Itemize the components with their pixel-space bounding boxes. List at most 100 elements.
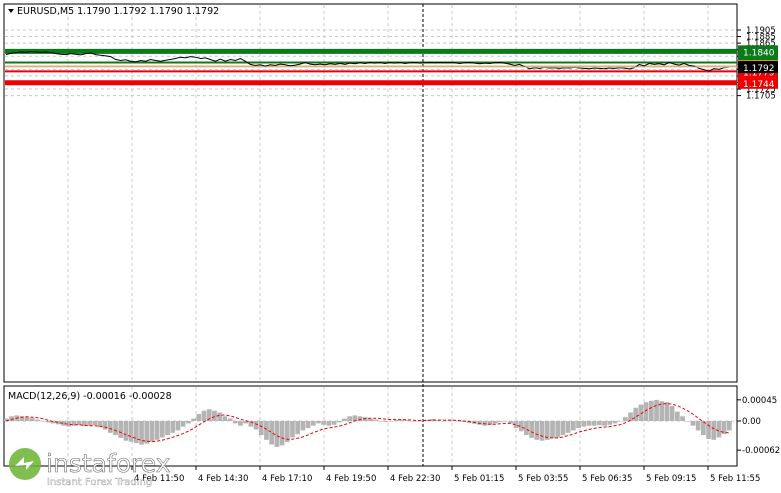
price-series [5,51,737,72]
time-tick-label: 5 Feb 06:35 [582,474,632,484]
current-price-text: 1.1792 [743,64,775,74]
macd-bar [383,421,389,422]
macd-tick-label: -0.00062 [742,446,780,456]
macd-bar [591,421,597,426]
macd-bar [675,411,680,421]
macd-bar [498,421,503,422]
macd-bar [565,421,571,433]
macd-bar [435,420,441,421]
macd-bar [180,421,186,427]
macd-bar [71,421,77,426]
level-label-text: 1.1744 [743,80,775,90]
macd-bar [113,421,118,436]
macd-bar [4,418,9,421]
watermark-brand: instaforex [46,449,171,478]
macd-bar [300,421,306,431]
macd-bar [503,421,508,422]
time-tick-label: 5 Feb 03:55 [518,474,568,484]
macd-bar [284,421,290,443]
macd-bar [690,421,696,426]
time-tick-label: 4 Feb 22:30 [390,474,440,484]
symbol-header-text: EURUSD,M5 1.1790 1.1792 1.1790 1.1792 [17,6,219,17]
macd-bar [368,418,373,421]
macd-bar [581,421,587,427]
macd-bar [92,421,98,426]
time-tick-label: 5 Feb 09:15 [646,474,696,484]
macd-bar [217,412,222,421]
price-tick-label: 1.1885 [746,33,776,43]
macd-bar [222,416,228,421]
macd-bar [414,421,420,422]
macd-bar [680,416,685,421]
macd-bar [373,419,378,421]
time-tick-label: 4 Feb 17:10 [262,474,312,484]
macd-bar [399,419,404,421]
macd-bar [206,409,212,422]
macd-bar [191,418,196,421]
macd-bar [706,421,711,439]
macd-bar [654,399,659,421]
macd-bar [82,421,87,427]
macd-bar [539,421,545,441]
macd-bar [649,400,654,421]
macd-bar [331,421,337,425]
macd-bar [420,420,425,421]
macd-bar [154,421,160,440]
macd-bar [727,421,732,431]
macd-bar [227,418,233,421]
macd-bar [97,421,103,428]
macd-bar [430,419,436,421]
macd-bar [295,421,300,435]
macd-bar [201,410,207,421]
main-price-panel[interactable] [3,3,738,383]
macd-bar [446,420,451,421]
macd-bar [685,421,691,422]
time-axis: 4 Feb 11:50 4 Feb 14:30 4 Feb 17:10 4 Feb 1… [131,466,760,484]
macd-bar [643,402,649,421]
macd-bar [492,421,498,424]
macd-bar [170,421,176,433]
macd-bar [664,402,670,421]
time-tick-label: 5 Feb 11:55 [710,474,760,484]
chevron-down-icon[interactable] [8,9,14,13]
symbol-header[interactable]: EURUSD,M5 1.1790 1.1792 1.1790 1.1792 [8,6,219,17]
price-tick-label: 1.1725 [746,85,776,95]
macd-bar [30,418,35,421]
macd-bar [102,421,108,430]
macd-bar [264,421,269,440]
macd-bar [388,421,394,422]
macd-bar [357,416,363,421]
macd-bar [165,421,170,436]
macd-bar [362,417,368,421]
level-label-text: 1.1840 [743,48,775,58]
macd-bar [128,421,134,442]
macd-bar [394,420,399,421]
level-label-box [738,45,778,58]
macd-bar [258,421,264,436]
macd-bar [576,421,581,429]
macd-bar [612,421,618,424]
macd-bar [186,421,191,424]
macd-bar [305,421,311,429]
macd-bar [238,421,243,426]
macd-bar [716,421,722,438]
macd-bar [336,421,342,423]
macd-bar [529,421,534,438]
macd-bar [586,421,592,426]
macd-bar [274,421,280,447]
macd-bar [212,410,217,421]
macd-bar [534,421,540,440]
macd-bar [550,421,555,439]
macd-bar [425,419,430,421]
macd-bar [160,421,165,438]
macd-bar [560,421,566,436]
macd-bar [508,421,514,424]
time-tick-label: 4 Feb 14:30 [198,474,248,484]
macd-bar [597,421,602,426]
time-tick-label: 4 Feb 11:50 [134,474,184,484]
macd-bar [456,421,462,422]
macd-bar [518,421,524,432]
